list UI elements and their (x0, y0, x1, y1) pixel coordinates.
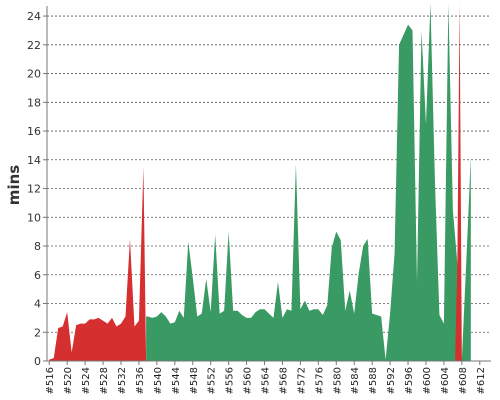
area-series-2 (455, 3, 462, 361)
x-tick-label-528: #528 (99, 367, 110, 394)
y-tick-label-22: 22 (27, 39, 41, 52)
area-series-1 (146, 3, 471, 361)
area-series-0 (49, 166, 147, 361)
x-tick-label-596: #596 (404, 367, 415, 394)
x-tick-label-552: #552 (207, 367, 218, 394)
y-tick-label-20: 20 (27, 68, 41, 81)
x-tick-label-556: #556 (225, 367, 236, 394)
x-tick-label-560: #560 (243, 367, 254, 394)
x-tick-label-604: #604 (440, 367, 451, 394)
y-tick-label-10: 10 (27, 211, 41, 224)
y-tick-label-14: 14 (27, 154, 41, 167)
x-tick-label-568: #568 (278, 367, 289, 394)
x-tick-label-580: #580 (332, 367, 343, 394)
y-tick-label-0: 0 (34, 355, 41, 368)
x-tick-label-608: #608 (458, 367, 469, 394)
x-tick-label-536: #536 (135, 367, 146, 394)
x-tick-label-564: #564 (261, 367, 272, 394)
y-axis-label: mins (5, 165, 23, 205)
y-tick-label-8: 8 (34, 240, 41, 253)
x-tick-label-600: #600 (422, 367, 433, 394)
x-tick-label-588: #588 (368, 367, 379, 394)
y-tick-label-12: 12 (27, 183, 41, 196)
x-tick-label-548: #548 (189, 367, 200, 394)
x-tick-label-516: #516 (45, 367, 56, 394)
x-tick-label-592: #592 (386, 367, 397, 394)
y-tick-label-4: 4 (34, 298, 41, 311)
x-tick-label-532: #532 (117, 367, 128, 394)
x-tick-label-520: #520 (63, 367, 74, 394)
y-tick-label-16: 16 (27, 125, 41, 138)
x-tick-label-540: #540 (153, 367, 164, 394)
x-tick-label-572: #572 (296, 367, 307, 394)
x-tick-label-612: #612 (476, 367, 487, 394)
x-tick-label-576: #576 (314, 367, 325, 394)
plot-area (49, 3, 471, 361)
x-tick-label-584: #584 (350, 367, 361, 394)
gridlines (47, 15, 491, 333)
y-tick-label-18: 18 (27, 96, 41, 109)
x-tick-label-544: #544 (171, 367, 182, 394)
x-tick-label-524: #524 (81, 367, 92, 394)
y-tick-label-24: 24 (27, 10, 41, 23)
x-axis-ticks: #516 #520 #524 #528 #532 #536 #540 #544 #548 #552… (45, 361, 487, 394)
y-tick-label-6: 6 (34, 269, 41, 282)
y-tick-label-2: 2 (34, 326, 41, 339)
